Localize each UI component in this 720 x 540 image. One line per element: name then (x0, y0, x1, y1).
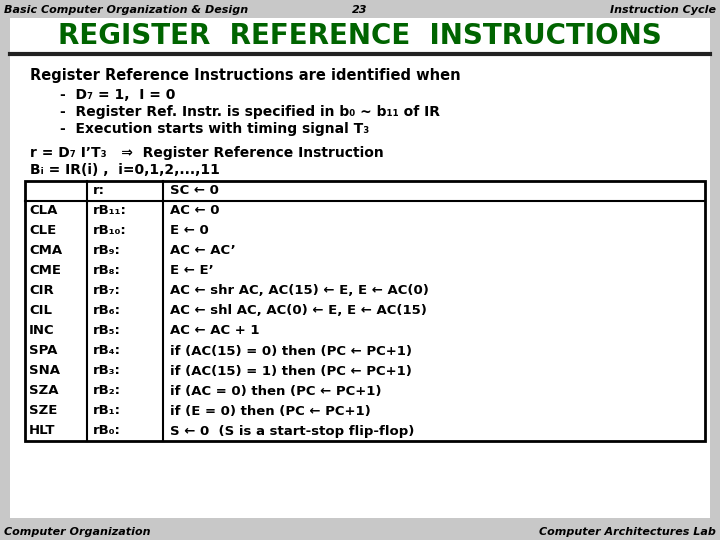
Text: CIL: CIL (29, 305, 52, 318)
Text: if (E = 0) then (PC ← PC+1): if (E = 0) then (PC ← PC+1) (170, 404, 371, 417)
Text: E ← E’: E ← E’ (170, 265, 214, 278)
Text: SZE: SZE (29, 404, 58, 417)
Text: rB₈:: rB₈: (93, 265, 121, 278)
Text: S ← 0  (S is a start-stop flip-flop): S ← 0 (S is a start-stop flip-flop) (170, 424, 415, 437)
Text: -  Register Ref. Instr. is specified in b₀ ~ b₁₁ of IR: - Register Ref. Instr. is specified in b… (60, 105, 440, 119)
Text: AC ← shl AC, AC(0) ← E, E ← AC(15): AC ← shl AC, AC(0) ← E, E ← AC(15) (170, 305, 427, 318)
Text: SPA: SPA (29, 345, 58, 357)
Text: CMA: CMA (29, 245, 62, 258)
Text: CLA: CLA (29, 205, 58, 218)
Text: Computer Architectures Lab: Computer Architectures Lab (539, 527, 716, 537)
Text: rB₁₁:: rB₁₁: (93, 205, 127, 218)
Text: if (AC = 0) then (PC ← PC+1): if (AC = 0) then (PC ← PC+1) (170, 384, 382, 397)
Text: 23: 23 (352, 5, 368, 15)
Text: Computer Organization: Computer Organization (4, 527, 150, 537)
Text: rB₁₀:: rB₁₀: (93, 225, 127, 238)
Text: rB₀:: rB₀: (93, 424, 121, 437)
Text: AC ← shr AC, AC(15) ← E, E ← AC(0): AC ← shr AC, AC(15) ← E, E ← AC(0) (170, 285, 429, 298)
Text: CME: CME (29, 265, 61, 278)
Text: SNA: SNA (29, 364, 60, 377)
Text: if (AC(15) = 1) then (PC ← PC+1): if (AC(15) = 1) then (PC ← PC+1) (170, 364, 412, 377)
Text: Basic Computer Organization & Design: Basic Computer Organization & Design (4, 5, 248, 15)
Text: Register Reference Instructions are identified when: Register Reference Instructions are iden… (30, 68, 461, 83)
Text: SC ← 0: SC ← 0 (170, 185, 219, 198)
Text: rB₆:: rB₆: (93, 305, 121, 318)
Text: CLE: CLE (29, 225, 56, 238)
Text: rB₃:: rB₃: (93, 364, 121, 377)
Text: SZA: SZA (29, 384, 58, 397)
Text: HLT: HLT (29, 424, 55, 437)
Text: AC ← 0: AC ← 0 (170, 205, 220, 218)
FancyBboxPatch shape (25, 181, 705, 441)
Text: REGISTER  REFERENCE  INSTRUCTIONS: REGISTER REFERENCE INSTRUCTIONS (58, 22, 662, 50)
Text: rB₂:: rB₂: (93, 384, 121, 397)
Text: rB₇:: rB₇: (93, 285, 121, 298)
FancyBboxPatch shape (10, 18, 710, 518)
Text: rB₄:: rB₄: (93, 345, 121, 357)
Text: -  Execution starts with timing signal T₃: - Execution starts with timing signal T₃ (60, 122, 369, 136)
Text: -  D₇ = 1,  I = 0: - D₇ = 1, I = 0 (60, 88, 176, 102)
Text: r = D₇ I’T₃   ⇒  Register Reference Instruction: r = D₇ I’T₃ ⇒ Register Reference Instruc… (30, 146, 384, 160)
Text: AC ← AC + 1: AC ← AC + 1 (170, 325, 259, 338)
Text: CIR: CIR (29, 285, 54, 298)
Text: r:: r: (93, 185, 105, 198)
FancyBboxPatch shape (10, 18, 710, 54)
Text: rB₁:: rB₁: (93, 404, 121, 417)
Text: Instruction Cycle: Instruction Cycle (610, 5, 716, 15)
Text: E ← 0: E ← 0 (170, 225, 209, 238)
Text: INC: INC (29, 325, 55, 338)
Text: AC ← AC’: AC ← AC’ (170, 245, 235, 258)
Text: Bᵢ = IR(i) ,  i=0,1,2,...,11: Bᵢ = IR(i) , i=0,1,2,...,11 (30, 163, 220, 177)
Text: rB₉:: rB₉: (93, 245, 121, 258)
Text: rB₅:: rB₅: (93, 325, 121, 338)
Text: if (AC(15) = 0) then (PC ← PC+1): if (AC(15) = 0) then (PC ← PC+1) (170, 345, 412, 357)
